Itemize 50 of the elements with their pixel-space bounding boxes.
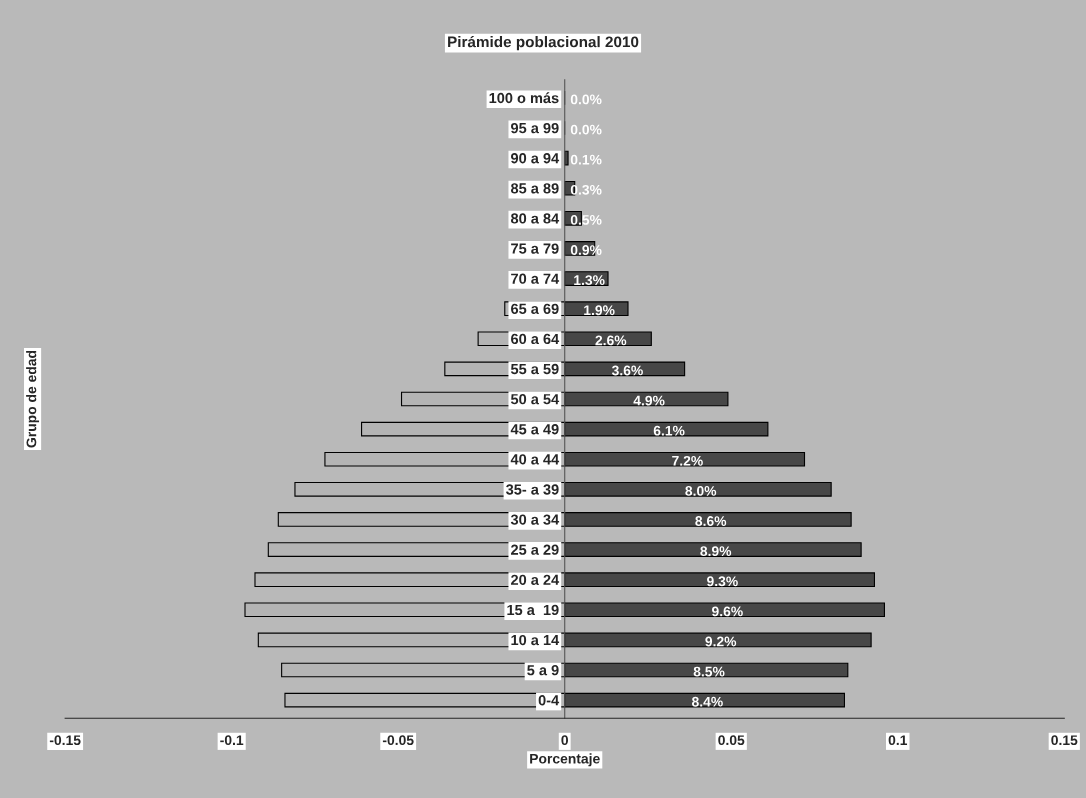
y-tick-label: 0-4 — [538, 695, 560, 706]
y-tick-label: 10 a 14 — [511, 634, 560, 646]
y-tick-label: 70 a 74 — [511, 273, 560, 284]
data-label: 4.9% — [633, 395, 665, 406]
y-tick-label: 25 a 29 — [511, 544, 559, 555]
y-tick-label: 35- a 39 — [505, 484, 559, 495]
data-label: 8.9% — [700, 546, 732, 557]
y-tick-label: 75 a 79 — [511, 243, 559, 254]
y-tick-label: 80 a 84 — [510, 213, 560, 224]
y-tick-label: 90 a 94 — [511, 153, 560, 164]
y-axis-title: Grupo de edad — [26, 350, 40, 448]
chart-title: Pirámide poblacional 2010 — [448, 35, 639, 51]
y-tick-label: 20 a 24 — [511, 574, 560, 585]
y-tick-label: 60 a 64 — [511, 333, 560, 345]
data-label: 0.0% — [570, 124, 602, 135]
x-tick-label: -0.15 — [49, 735, 81, 746]
y-tick-label: 55 a 59 — [510, 363, 559, 375]
data-label: 7.2% — [672, 455, 703, 466]
x-tick-label: 0.1 — [888, 735, 908, 746]
data-label: 3.6% — [611, 365, 643, 376]
x-axis-title: Porcentaje — [530, 753, 600, 767]
y-tick-label: 45 a 49 — [510, 424, 559, 435]
x-tick-label: -0.1 — [220, 735, 244, 746]
data-label: 8.4% — [691, 696, 723, 707]
data-label: 0.1% — [570, 154, 602, 165]
x-tick-label: -0.05 — [382, 735, 414, 746]
data-label: 8.5% — [693, 666, 725, 677]
data-label: 8.6% — [695, 516, 727, 526]
data-label: 2.6% — [595, 335, 627, 346]
data-label: 9.3% — [707, 576, 738, 587]
data-label: 8.0% — [685, 486, 717, 496]
data-label: 1.3% — [574, 275, 605, 286]
data-label: 0.0% — [570, 94, 602, 105]
y-tick-label: 100 o más — [489, 92, 559, 104]
data-label: 6.1% — [653, 425, 685, 436]
x-tick-label: 0.05 — [718, 735, 745, 746]
y-tick-label: 15 a 19 — [507, 604, 559, 616]
data-label: 1.9% — [584, 305, 615, 316]
y-tick-label: 40 a 44 — [510, 454, 560, 465]
x-tick-label: 0.15 — [1051, 735, 1078, 746]
bar — [564, 150, 569, 166]
y-tick-label: 85 a 89 — [510, 183, 559, 194]
y-tick-label: 95 a 99 — [511, 122, 559, 134]
x-tick-label: 0 — [561, 735, 569, 746]
y-tick-label: 50 a 54 — [510, 393, 560, 405]
y-tick-label: 65 a 69 — [511, 303, 559, 314]
data-label: 9.2% — [705, 636, 737, 647]
y-tick-label: 30 a 34 — [510, 514, 560, 525]
y-tick-label: 5 a 9 — [527, 665, 559, 676]
data-label: 9.6% — [712, 606, 743, 617]
